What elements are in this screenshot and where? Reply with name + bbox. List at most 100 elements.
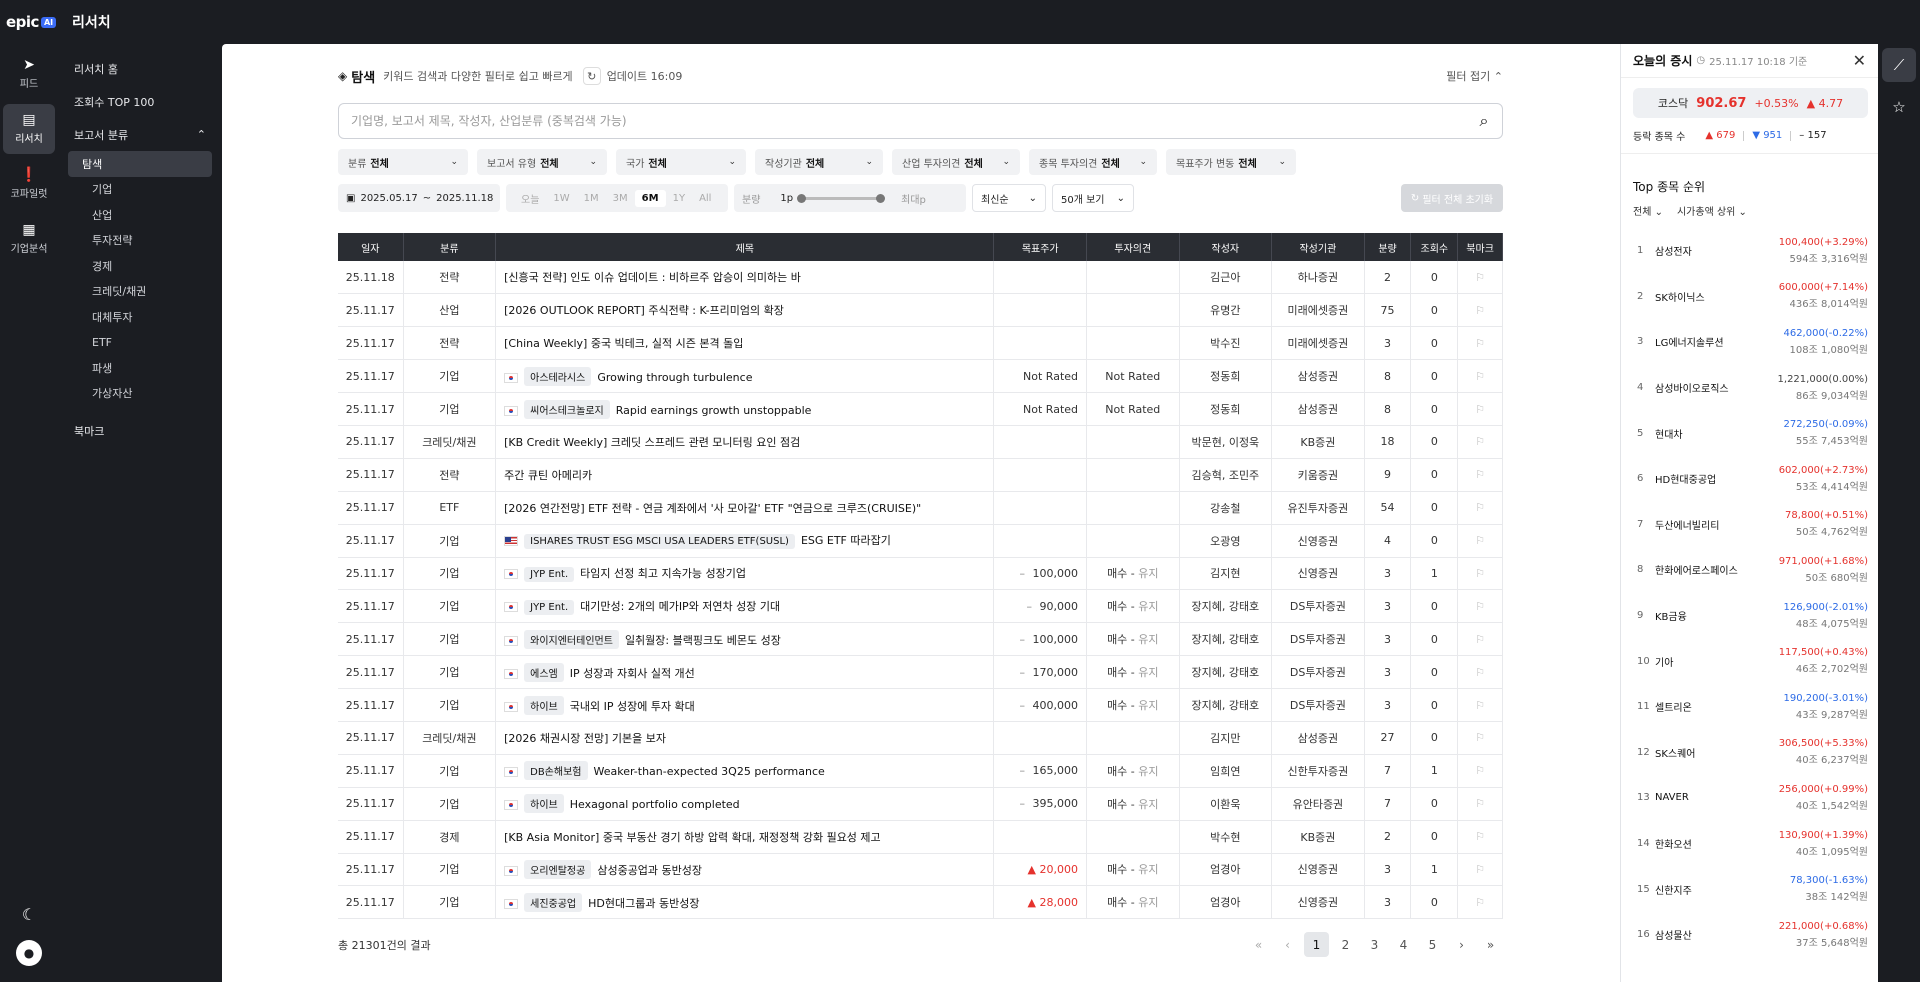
stock-tag[interactable]: 세진중공업 bbox=[524, 892, 583, 912]
filter-target-change[interactable]: 목표주가 변동 전체 ⌄ bbox=[1166, 149, 1296, 175]
logo[interactable]: epic AI bbox=[6, 13, 60, 31]
table-row[interactable]: 25.11.17 기업 씨어스테크놀로지 Rapid earnings growth … bbox=[338, 392, 1503, 426]
report-title[interactable]: Weaker-than-expected 3Q25 performance bbox=[593, 765, 825, 779]
list-item[interactable]: 16 삼성물산 221,000(+0.68%) 37조 5,648억원 bbox=[1621, 912, 1878, 958]
per-page-select[interactable]: 50개 보기 ⌄ bbox=[1052, 184, 1134, 212]
table-row[interactable]: 25.11.17 전략 주간 큐틴 아메리카 김승혁, 조민주 키움증권 9 0 ⚐ bbox=[338, 458, 1503, 492]
list-item[interactable]: 6 HD현대중공업 602,000(+2.73%) 53조 4,414억원 bbox=[1621, 456, 1878, 502]
table-row[interactable]: 25.11.18 전략 [신흥국 전략] 인도 이슈 업데이트 : 비하르주 압승이… bbox=[338, 261, 1503, 295]
col-opinion[interactable]: 투자의견 bbox=[1086, 233, 1180, 261]
sidebar-item-derivatives[interactable]: 파생 bbox=[92, 361, 113, 375]
reset-filters-button[interactable]: ↻ 필터 전체 초기화 bbox=[1401, 184, 1503, 212]
bookmark-icon[interactable]: ⚐ bbox=[1475, 797, 1486, 811]
list-item[interactable]: 11 셀트리온 190,200(-3.01%) 43조 9,287억원 bbox=[1621, 684, 1878, 730]
bookmark-icon[interactable]: ⚐ bbox=[1475, 369, 1486, 383]
bookmark-icon[interactable]: ⚐ bbox=[1475, 501, 1486, 515]
col-org[interactable]: 작성기관 bbox=[1271, 233, 1365, 261]
page-2[interactable]: 2 bbox=[1341, 937, 1350, 952]
table-row[interactable]: 25.11.17 기업 하이브 Hexagonal portfolio complet… bbox=[338, 787, 1503, 821]
table-row[interactable]: 25.11.17 경제 [KB Asia Monitor] 중국 부동산 경기 하방… bbox=[338, 820, 1503, 854]
list-item[interactable]: 12 SK스퀘어 306,500(+5.33%) 40조 6,237억원 bbox=[1621, 730, 1878, 776]
report-title[interactable]: IP 성장과 자회사 실적 개선 bbox=[569, 666, 695, 680]
report-title[interactable]: [KB Credit Weekly] 크레딧 스프레드 관련 모니터링 요인 점… bbox=[504, 435, 801, 449]
list-item[interactable]: 10 기아 117,500(+0.43%) 46조 2,702억원 bbox=[1621, 638, 1878, 684]
list-item[interactable]: 2 SK하이닉스 600,000(+7.14%) 436조 8,014억원 bbox=[1621, 274, 1878, 320]
bookmark-icon[interactable]: ⚐ bbox=[1475, 599, 1486, 613]
prev-page-icon[interactable]: ‹ bbox=[1285, 937, 1290, 952]
filter-industry-opinion[interactable]: 산업 투자의견 전체 ⌄ bbox=[892, 149, 1020, 175]
period-today[interactable]: 오늘 bbox=[521, 194, 540, 206]
list-item[interactable]: 7 두산에너빌리티 78,800(+0.51%) 50조 4,762억원 bbox=[1621, 502, 1878, 548]
report-title[interactable]: 삼성중공업과 동반성장 bbox=[597, 863, 703, 877]
table-row[interactable]: 25.11.17 기업 세진중공업 HD현대그룹과 동반성장 ▲ 28,000 매수 - … bbox=[338, 885, 1503, 920]
bookmark-icon[interactable]: ⚐ bbox=[1475, 764, 1486, 778]
report-title[interactable]: Hexagonal portfolio completed bbox=[569, 798, 740, 812]
sidebar-item-top100[interactable]: 조회수 TOP 100 bbox=[74, 95, 155, 109]
sort-select[interactable]: 최신순 ⌄ bbox=[972, 184, 1046, 212]
filter-publisher[interactable]: 작성기관 전체 ⌄ bbox=[755, 149, 883, 175]
col-bookmark[interactable]: 북마크 bbox=[1457, 233, 1503, 261]
table-row[interactable]: 25.11.17 전략 [China Weekly] 중국 빅테크, 실적 시즌 본… bbox=[338, 326, 1503, 361]
stock-tag[interactable]: 에스엠 bbox=[524, 662, 564, 682]
sidebar-item-home[interactable]: 리서치 홈 bbox=[74, 62, 118, 76]
ranking-select[interactable]: 시가총액 상위 ⌄ bbox=[1676, 207, 1747, 218]
refresh-icon[interactable]: ↻ bbox=[582, 67, 601, 85]
fold-filters-button[interactable]: 필터 접기 ⌃ bbox=[1446, 70, 1503, 83]
col-pages[interactable]: 분량 bbox=[1364, 233, 1412, 261]
rail-item-copilot[interactable]: ❗ 코파일럿 bbox=[3, 159, 55, 209]
stock-tag[interactable]: 오리엔탈정공 bbox=[524, 859, 592, 879]
rail-item-company[interactable]: ▦ 기업분석 bbox=[3, 214, 55, 264]
report-title[interactable]: [2026 연간전망] ETF 전략 - 연금 계좌에서 '사 모아갈' ETF… bbox=[504, 501, 922, 515]
amount-slider[interactable] bbox=[797, 193, 886, 203]
table-row[interactable]: 25.11.17 기업 JYP Ent. 대기만성: 2개의 메가IP와 저연차 성장… bbox=[338, 589, 1503, 624]
report-title[interactable]: [China Weekly] 중국 빅테크, 실적 시즌 본격 돌입 bbox=[504, 337, 744, 351]
bookmark-icon[interactable]: ⚐ bbox=[1475, 698, 1486, 712]
bookmark-icon[interactable]: ⚐ bbox=[1475, 402, 1486, 416]
bookmark-icon[interactable]: ⚐ bbox=[1475, 665, 1486, 679]
list-item[interactable]: 5 현대차 272,250(-0.09%) 55조 7,453억원 bbox=[1621, 410, 1878, 456]
table-row[interactable]: 25.11.17 기업 JYP Ent. 타임지 선정 최고 지속가능 성장기업 – 1… bbox=[338, 557, 1503, 591]
chart-icon[interactable]: ⟋ bbox=[1882, 48, 1916, 82]
period-all[interactable]: All bbox=[699, 192, 712, 204]
sidebar-item-strategy[interactable]: 투자전략 bbox=[92, 234, 133, 248]
stock-tag[interactable]: JYP Ent. bbox=[524, 599, 575, 615]
sidebar-item-economy[interactable]: 경제 bbox=[92, 259, 113, 273]
table-row[interactable]: 25.11.17 크레딧/채권 [KB Credit Weekly] 크레딧 스프레… bbox=[338, 425, 1503, 459]
col-date[interactable]: 일자 bbox=[338, 233, 404, 261]
bookmark-icon[interactable]: ⚐ bbox=[1475, 632, 1486, 646]
report-title[interactable]: 국내외 IP 성장에 투자 확대 bbox=[569, 699, 695, 713]
table-row[interactable]: 25.11.17 기업 아스테라시스 Growing through turbulen… bbox=[338, 359, 1503, 394]
report-title[interactable]: 주간 큐틴 아메리카 bbox=[504, 468, 593, 482]
stock-tag[interactable]: JYP Ent. bbox=[524, 566, 575, 582]
close-icon[interactable]: ✕ bbox=[1852, 51, 1866, 70]
bookmark-icon[interactable]: ⚐ bbox=[1475, 534, 1486, 548]
period-1m[interactable]: 1M bbox=[583, 192, 599, 204]
report-title[interactable]: [신흥국 전략] 인도 이슈 업데이트 : 비하르주 압승이 의미하는 바 bbox=[504, 271, 801, 285]
table-row[interactable]: 25.11.17 산업 [2026 OUTLOOK REPORT] 주식전략 : K… bbox=[338, 293, 1503, 328]
list-item[interactable]: 1 삼성전자 100,400(+3.29%) 594조 3,316억원 bbox=[1621, 228, 1878, 274]
sidebar-category-toggle[interactable]: 보고서 분류 ⌃ bbox=[58, 118, 222, 151]
col-author[interactable]: 작성자 bbox=[1179, 233, 1273, 261]
bookmark-icon[interactable]: ⚐ bbox=[1475, 830, 1486, 844]
bookmark-icon[interactable]: ⚐ bbox=[1475, 731, 1486, 745]
report-title[interactable]: Rapid earnings growth unstoppable bbox=[615, 403, 812, 417]
page-5[interactable]: 5 bbox=[1428, 937, 1437, 952]
report-title[interactable]: Growing through turbulence bbox=[597, 370, 753, 384]
index-card[interactable]: 코스닥 902.67 +0.53% ▲ 4.77 bbox=[1633, 88, 1868, 118]
report-title[interactable]: 대기만성: 2개의 메가IP와 저연차 성장 기대 bbox=[580, 599, 781, 613]
search-icon[interactable]: ⌕ bbox=[1479, 111, 1489, 130]
list-item[interactable]: 13 NAVER 256,000(+0.99%) 40조 1,542억원 bbox=[1621, 775, 1878, 821]
report-title[interactable]: 일취월장: 블랙핑크도 베몬도 성장 bbox=[624, 633, 781, 647]
page-1[interactable]: 1 bbox=[1304, 932, 1329, 957]
list-item[interactable]: 4 삼성바이오로직스 1,221,000(0.00%) 86조 9,034억원 bbox=[1621, 365, 1878, 411]
stock-tag[interactable]: 하이브 bbox=[524, 794, 564, 814]
table-row[interactable]: 25.11.17 기업 하이브 국내외 IP 성장에 투자 확대 – 400,000 매수… bbox=[338, 688, 1503, 722]
sidebar-item-credit[interactable]: 크레딧/채권 bbox=[92, 285, 147, 299]
search-input[interactable] bbox=[351, 114, 1466, 128]
list-item[interactable]: 14 한화오션 130,900(+1.39%) 40조 1,095억원 bbox=[1621, 821, 1878, 867]
table-row[interactable]: 25.11.17 기업 와이지엔터테인먼트 일취월장: 블랙핑크도 베몬도 성장 – 1… bbox=[338, 622, 1503, 657]
list-item[interactable]: 15 신한지주 78,300(-1.63%) 38조 142억원 bbox=[1621, 866, 1878, 912]
report-title[interactable]: ESG ETF 따라잡기 bbox=[800, 534, 891, 548]
bookmark-icon[interactable]: ⚐ bbox=[1475, 336, 1486, 350]
bookmark-icon[interactable]: ⚐ bbox=[1475, 862, 1486, 876]
